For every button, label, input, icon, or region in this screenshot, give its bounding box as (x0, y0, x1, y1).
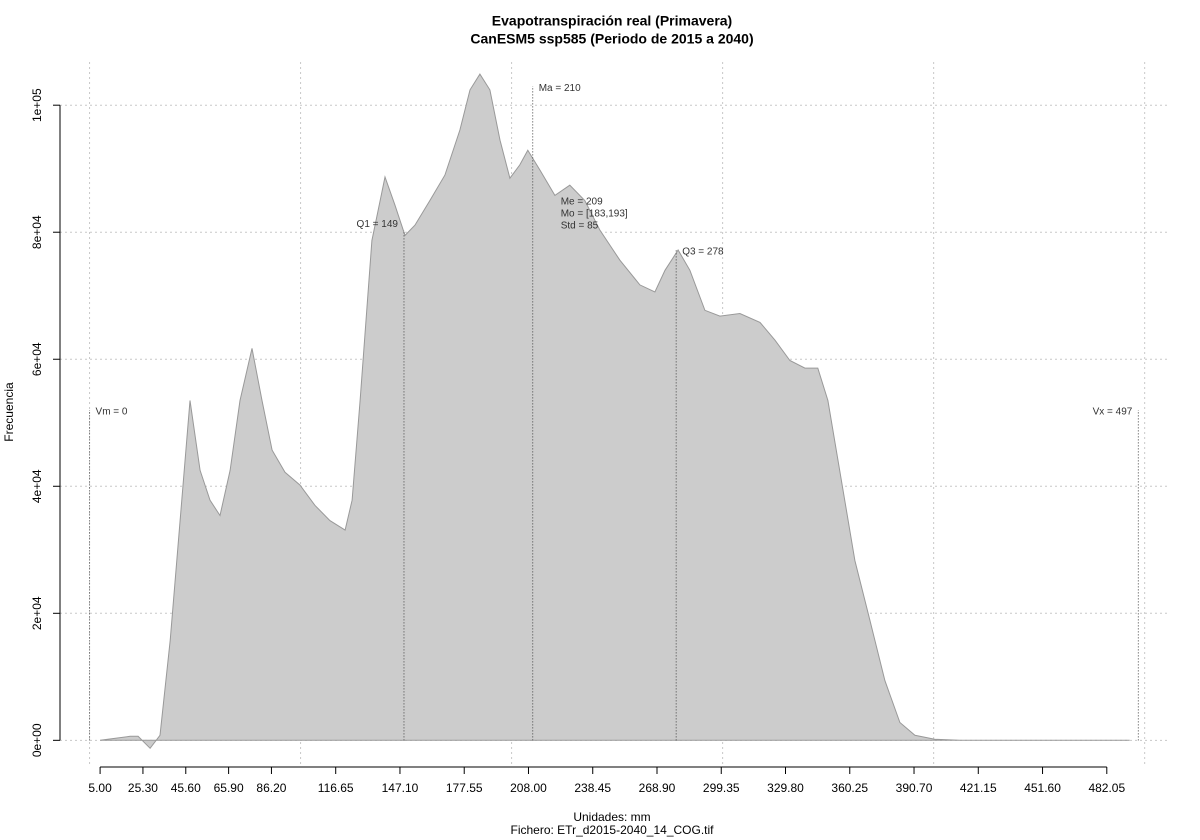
x-tick-label: 177.55 (446, 781, 483, 795)
x-tick-label: 5.00 (88, 781, 112, 795)
y-tick-label: 6e+04 (30, 342, 44, 376)
y-tick-label: 4e+04 (30, 469, 44, 503)
density-area (100, 73, 1130, 750)
x-tick-label: 238.45 (574, 781, 611, 795)
x-tick-label: 329.80 (767, 781, 804, 795)
x-tick-label: 268.90 (639, 781, 676, 795)
x-tick-label: 482.05 (1088, 781, 1125, 795)
y-tick-label: 2e+04 (30, 596, 44, 630)
chart-subtitle: CanESM5 ssp585 (Periodo de 2015 a 2040) (470, 31, 753, 47)
x-tick-label: 86.20 (256, 781, 286, 795)
stat-label: Q3 = 278 (682, 247, 724, 258)
x-tick-label: 65.90 (214, 781, 244, 795)
stat-label: Vx = 497 (1093, 407, 1133, 418)
stat-label: Ma = 210 (539, 83, 581, 94)
x-tick-label: 390.70 (896, 781, 933, 795)
x-tick-label: 299.35 (703, 781, 740, 795)
y-axis-label: Frecuencia (2, 382, 16, 442)
x-tick-label: 421.15 (960, 781, 997, 795)
chart-title: Evapotranspiración real (Primavera) (492, 13, 732, 29)
stat-text: Mo = [183,193] (561, 209, 628, 220)
x-tick-label: 147.10 (382, 781, 419, 795)
y-tick-label: 8e+04 (30, 215, 44, 249)
x-tick-label: 360.25 (831, 781, 868, 795)
stat-text: Me = 209 (561, 197, 603, 208)
stat-text: Std = 85 (561, 221, 599, 232)
x-tick-label: 45.60 (171, 781, 201, 795)
x-tick-label: 116.65 (318, 781, 354, 795)
stat-label: Vm = 0 (96, 407, 128, 418)
stat-label: Q1 = 149 (357, 219, 399, 230)
x-tick-label: 25.30 (128, 781, 158, 795)
x-tick-label: 451.60 (1024, 781, 1061, 795)
caption: Fichero: ETr_d2015-2040_14_COG.tif (511, 823, 715, 837)
x-tick-label: 208.00 (510, 781, 547, 795)
x-axis-label: Unidades: mm (573, 810, 650, 824)
y-tick-label: 0e+00 (30, 723, 44, 757)
y-tick-label: 1e+05 (30, 88, 44, 122)
